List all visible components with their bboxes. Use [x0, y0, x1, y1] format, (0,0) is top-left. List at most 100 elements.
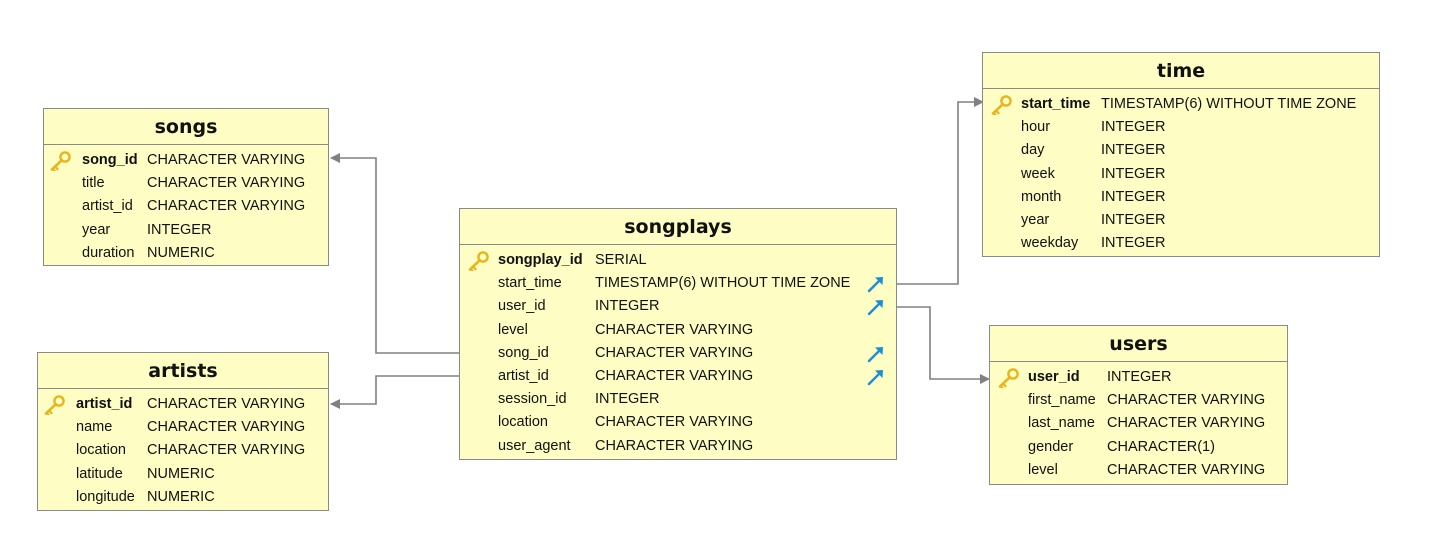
- column-row[interactable]: day INTEGER: [983, 139, 1379, 162]
- column-name: user_id: [498, 298, 546, 315]
- column-type: CHARACTER VARYING: [147, 198, 306, 215]
- key-icon: [991, 95, 1012, 115]
- column-row[interactable]: user_id INTEGER: [460, 295, 896, 318]
- column-type: INTEGER: [1101, 188, 1166, 205]
- column-row[interactable]: start_time TIMESTAMP(6) WITHOUT TIME ZONE: [983, 93, 1379, 116]
- column-name: month: [1021, 188, 1062, 205]
- column-name: songplay_id: [498, 252, 583, 268]
- column-type: NUMERIC: [147, 465, 215, 482]
- column-type: CHARACTER VARYING: [595, 321, 754, 338]
- column-row[interactable]: user_id INTEGER: [990, 366, 1287, 389]
- column-name: year: [1021, 211, 1050, 228]
- column-type: CHARACTER VARYING: [595, 344, 754, 361]
- column-type: CHARACTER VARYING: [595, 367, 754, 384]
- column-row[interactable]: year INTEGER: [983, 209, 1379, 232]
- column-type: CHARACTER VARYING: [595, 437, 754, 454]
- column-row[interactable]: user_agent CHARACTER VARYING: [460, 435, 896, 458]
- column-row[interactable]: song_id CHARACTER VARYING: [460, 342, 896, 365]
- column-name: level: [1028, 461, 1058, 478]
- column-row[interactable]: last_name CHARACTER VARYING: [990, 412, 1287, 435]
- arrow-up-right-icon: [867, 277, 883, 293]
- column-row[interactable]: weekday INTEGER: [983, 232, 1379, 255]
- column-type: CHARACTER VARYING: [147, 152, 306, 168]
- column-row[interactable]: start_time TIMESTAMP(6) WITHOUT TIME ZONE: [460, 272, 896, 295]
- column-row[interactable]: hour INTEGER: [983, 116, 1379, 139]
- column-name: start_time: [1021, 96, 1091, 112]
- column-row[interactable]: title CHARACTER VARYING: [44, 172, 328, 195]
- column-row[interactable]: song_id CHARACTER VARYING: [44, 149, 328, 172]
- column-type: CHARACTER(1): [1107, 438, 1215, 455]
- column-row[interactable]: songplay_id SERIAL: [460, 249, 896, 272]
- column-type: TIMESTAMP(6) WITHOUT TIME ZONE: [1101, 96, 1357, 112]
- table-columns-users: user_id INTEGER first_name CHARACTER VARYIN…: [990, 362, 1287, 482]
- connector-songplays-songs: [330, 153, 460, 354]
- column-name: song_id: [498, 344, 549, 361]
- connector-songplays-artists: [330, 375, 460, 409]
- column-row[interactable]: artist_id CHARACTER VARYING: [44, 195, 328, 218]
- column-name: start_time: [498, 275, 562, 292]
- column-type: INTEGER: [1101, 142, 1166, 159]
- column-type: CHARACTER VARYING: [147, 396, 306, 412]
- key-icon: [998, 368, 1019, 388]
- column-name: location: [498, 414, 548, 431]
- column-name: week: [1021, 165, 1055, 182]
- column-type: SERIAL: [595, 252, 647, 268]
- column-name: first_name: [1028, 392, 1096, 409]
- column-name: level: [498, 321, 528, 338]
- column-name: hour: [1021, 119, 1051, 136]
- column-row[interactable]: level CHARACTER VARYING: [460, 319, 896, 342]
- table-artists[interactable]: artists artist_id CHARACTER VARYING name CH…: [37, 352, 329, 511]
- column-type: INTEGER: [1107, 369, 1172, 385]
- table-songs[interactable]: songs song_id CHARACTER VARYING title CHARA…: [43, 108, 329, 266]
- column-name: gender: [1028, 438, 1074, 455]
- column-row[interactable]: artist_id CHARACTER VARYING: [38, 393, 328, 416]
- column-row[interactable]: first_name CHARACTER VARYING: [990, 389, 1287, 412]
- column-row[interactable]: month INTEGER: [983, 186, 1379, 209]
- table-time[interactable]: time start_time TIMESTAMP(6) WITHOUT TIME…: [982, 52, 1380, 257]
- table-users[interactable]: users user_id INTEGER first_name CHARACTER …: [989, 325, 1288, 485]
- table-title-artists: artists: [38, 353, 328, 389]
- column-type: CHARACTER VARYING: [147, 419, 306, 436]
- column-row[interactable]: artist_id CHARACTER VARYING: [460, 365, 896, 388]
- table-columns-songplays: songplay_id SERIAL start_time TIMESTAMP(6) …: [460, 245, 896, 458]
- column-name: artist_id: [498, 367, 549, 384]
- column-name: weekday: [1021, 235, 1079, 252]
- column-row[interactable]: session_id INTEGER: [460, 388, 896, 411]
- column-name: longitude: [76, 488, 135, 505]
- column-row[interactable]: level CHARACTER VARYING: [990, 459, 1287, 482]
- table-songplays[interactable]: songplays songplay_id SERIAL start_time TIM…: [459, 208, 897, 460]
- column-row[interactable]: duration NUMERIC: [44, 242, 328, 265]
- column-row[interactable]: longitude NUMERIC: [38, 486, 328, 509]
- column-row[interactable]: gender CHARACTER(1): [990, 436, 1287, 459]
- column-type: INTEGER: [1101, 211, 1166, 228]
- column-row[interactable]: year INTEGER: [44, 219, 328, 242]
- column-name: session_id: [498, 391, 567, 408]
- table-title-users: users: [990, 326, 1287, 362]
- column-row[interactable]: latitude NUMERIC: [38, 463, 328, 486]
- column-name: duration: [82, 244, 135, 261]
- table-columns-artists: artist_id CHARACTER VARYING name CHARACTER …: [38, 389, 328, 509]
- key-icon: [50, 151, 71, 171]
- column-type: INTEGER: [1101, 165, 1166, 182]
- column-name: artist_id: [76, 396, 133, 412]
- column-name: latitude: [76, 465, 123, 482]
- column-name: song_id: [82, 152, 138, 168]
- column-name: location: [76, 442, 126, 459]
- column-row[interactable]: name CHARACTER VARYING: [38, 416, 328, 439]
- connector-songplays-time: [896, 97, 984, 285]
- column-name: name: [76, 419, 113, 436]
- table-columns-songs: song_id CHARACTER VARYING title CHARACTER V…: [44, 145, 328, 265]
- column-name: artist_id: [82, 198, 133, 215]
- key-icon: [44, 395, 65, 415]
- arrow-up-right-icon: [867, 346, 883, 362]
- column-type: CHARACTER VARYING: [1107, 415, 1266, 432]
- column-type: NUMERIC: [147, 244, 215, 261]
- key-icon: [468, 251, 489, 271]
- column-row[interactable]: week INTEGER: [983, 163, 1379, 186]
- column-name: year: [82, 221, 111, 238]
- arrow-up-right-icon: [867, 300, 883, 316]
- column-type: INTEGER: [1101, 119, 1166, 136]
- column-row[interactable]: location CHARACTER VARYING: [38, 439, 328, 462]
- column-type: CHARACTER VARYING: [1107, 461, 1266, 478]
- column-row[interactable]: location CHARACTER VARYING: [460, 411, 896, 434]
